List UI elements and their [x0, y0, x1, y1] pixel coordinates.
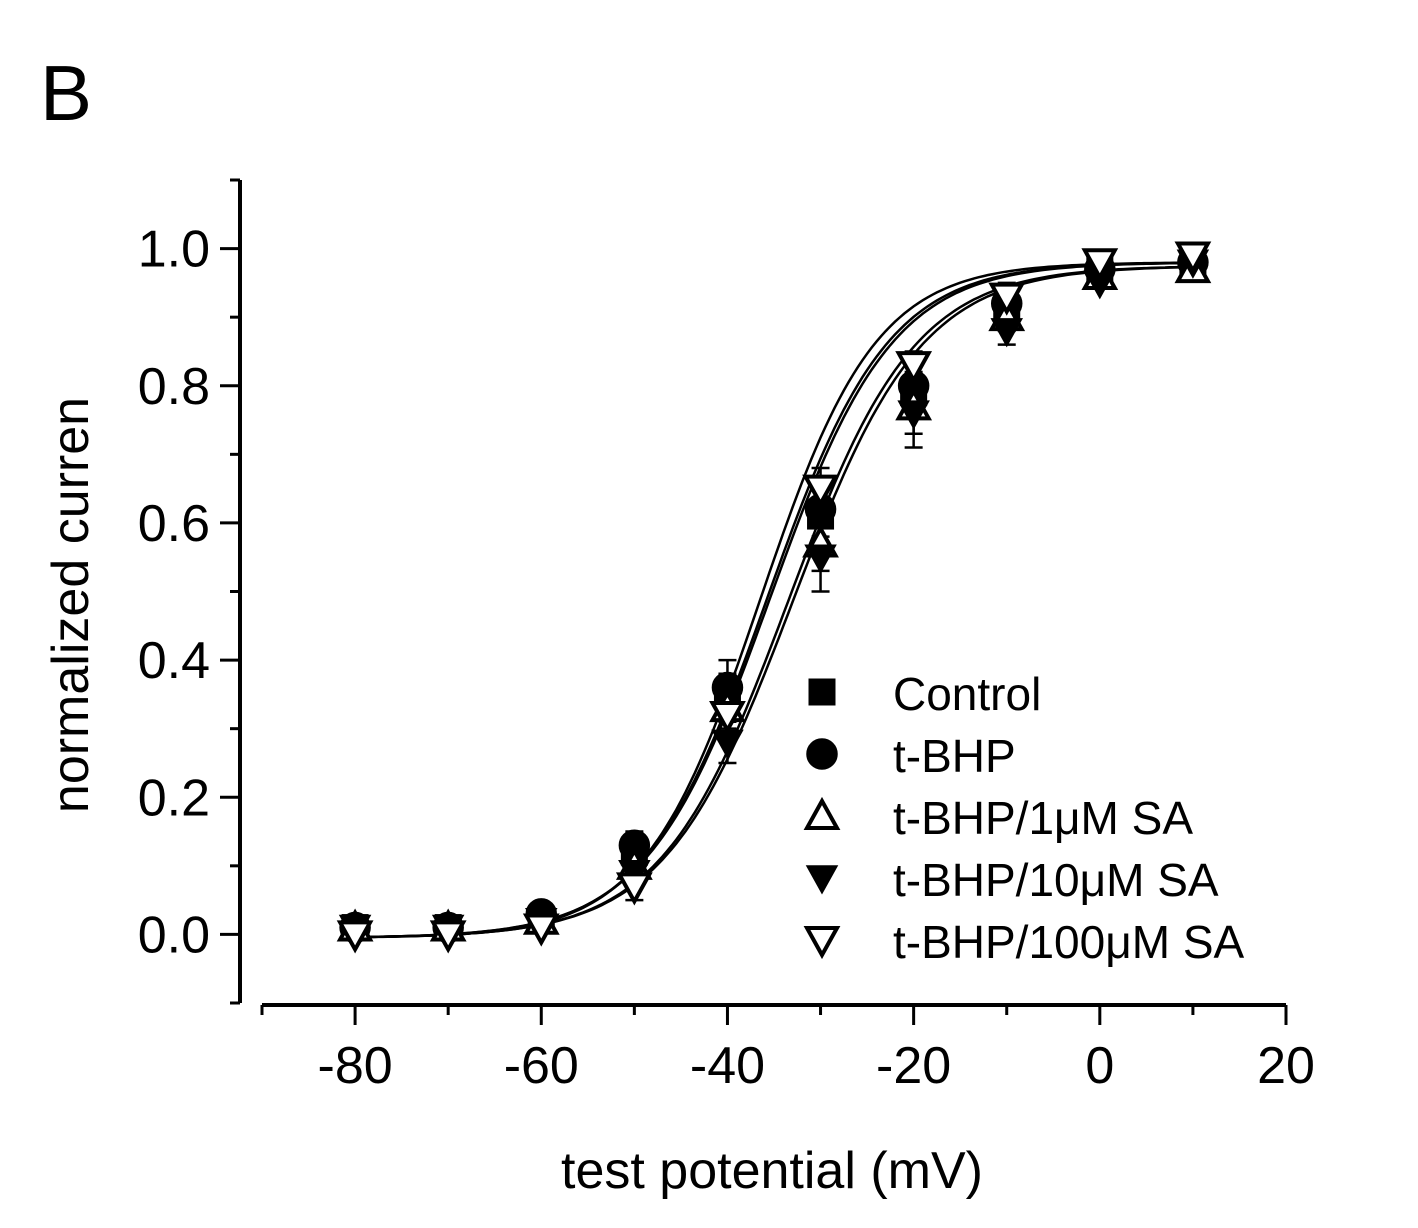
data-point: [336, 920, 374, 954]
data-point: [522, 913, 560, 947]
data-point: [804, 544, 837, 574]
data-point: [1081, 248, 1119, 282]
legend-label: t-BHP/10μM SA: [893, 854, 1219, 906]
data-point: [615, 872, 653, 906]
data-point: [897, 400, 930, 430]
data-point: [895, 351, 933, 385]
x-tick-label: -40: [690, 1037, 765, 1095]
fit-curves: [355, 261, 1193, 939]
y-tick-label: 0.0: [138, 906, 210, 964]
data-point: [988, 282, 1026, 316]
axes: 0.0 0.2 0.4 0.6 0.8 1.0 -80 -60 -40 -20 0 20: [138, 178, 1315, 1095]
x-tick-label: -60: [504, 1037, 579, 1095]
data-point: [711, 729, 744, 759]
legend-marker: [806, 738, 838, 770]
legend: Control t-BHP t-BHP/1μM SA t-BHP/10μM SA t-B…: [803, 668, 1244, 968]
legend-marker: [803, 926, 841, 960]
legend-marker: [803, 796, 841, 830]
data-point: [709, 700, 746, 735]
fit-curve: [355, 261, 1193, 939]
data-point: [429, 920, 467, 954]
legend-label: t-BHP: [893, 730, 1016, 782]
x-tick-label: 0: [1085, 1037, 1114, 1095]
panel-label: B: [40, 49, 92, 137]
legend-label: t-BHP/1μM SA: [893, 792, 1193, 844]
y-tick-label: 0.6: [138, 495, 210, 553]
legend-marker: [805, 865, 839, 895]
x-tick-label: -80: [318, 1037, 393, 1095]
y-axis-label: normalized curren: [42, 397, 100, 813]
y-tick-label: 1.0: [138, 221, 210, 279]
y-tick-label: 0.4: [138, 632, 210, 690]
data-point: [990, 318, 1024, 348]
legend-label: Control: [893, 668, 1041, 720]
data-points: [336, 241, 1212, 954]
x-tick-label: 20: [1257, 1037, 1315, 1095]
data-point: [802, 474, 839, 508]
legend-label: t-BHP/100μM SA: [893, 916, 1244, 968]
y-tick-label: 0.2: [138, 769, 210, 827]
y-tick-label: 0.8: [138, 358, 210, 416]
data-point: [1174, 241, 1212, 275]
x-axis-label: test potential (mV): [561, 1142, 983, 1200]
x-tick-label: -20: [876, 1037, 951, 1095]
legend-marker: [808, 678, 836, 706]
